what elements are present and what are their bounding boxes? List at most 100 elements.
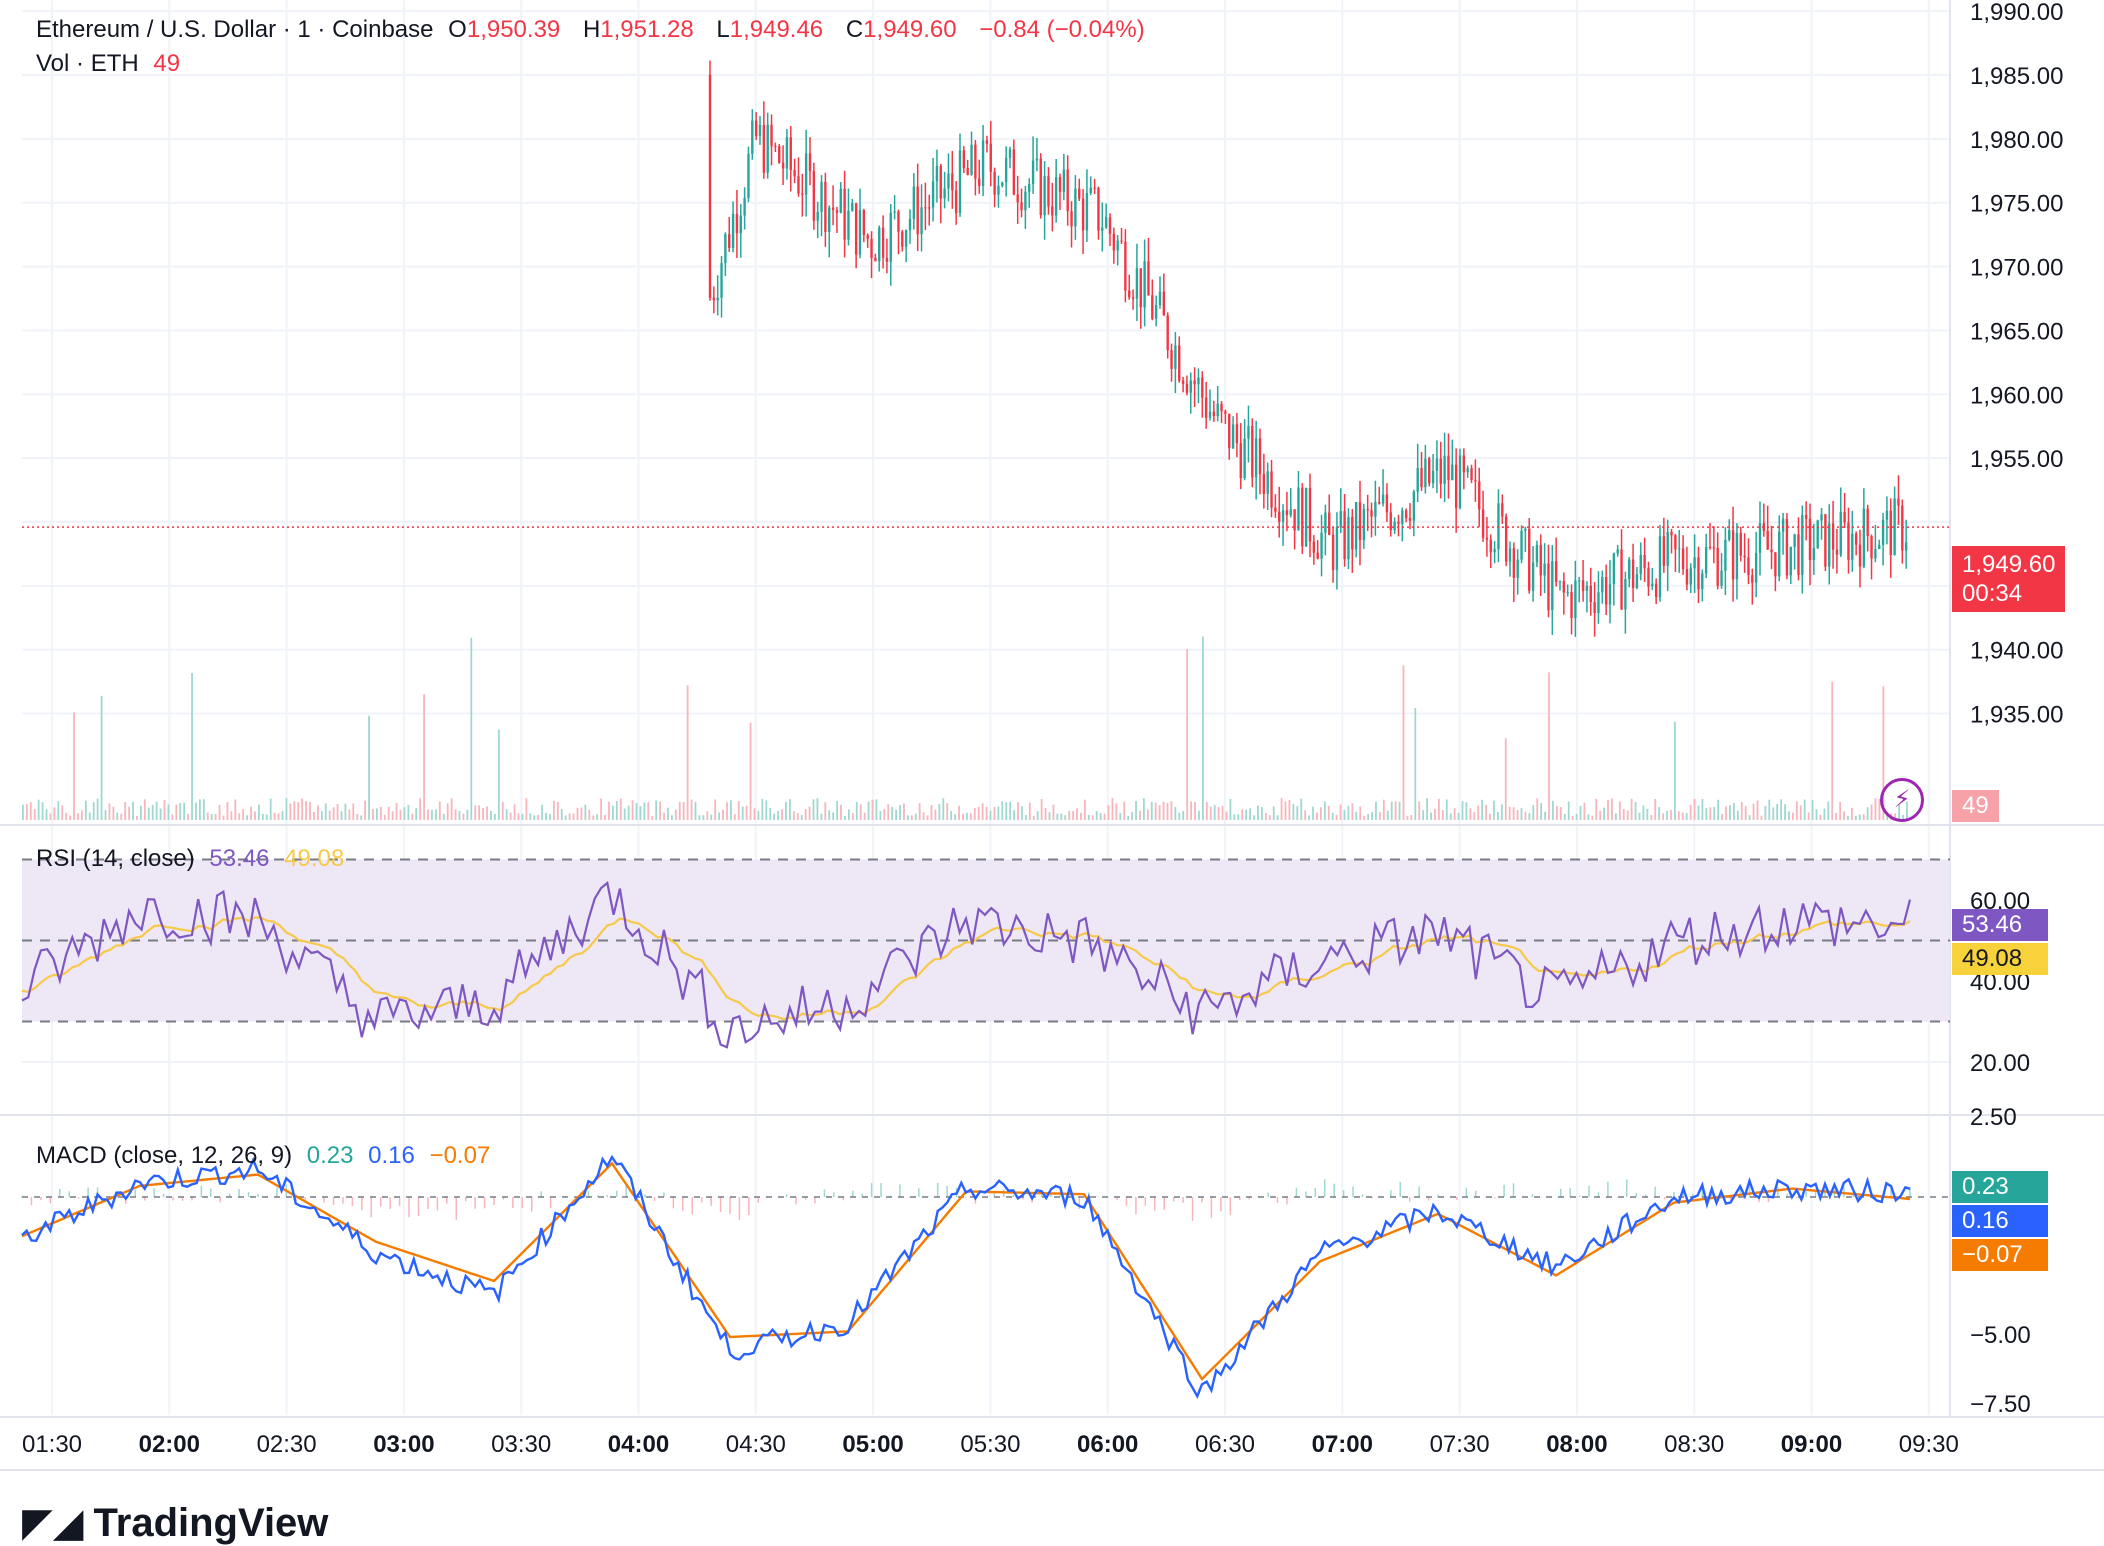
volume-bar bbox=[647, 802, 650, 820]
candle-body bbox=[1358, 502, 1362, 541]
volume-bar bbox=[615, 801, 618, 820]
candle-body bbox=[1301, 487, 1304, 547]
volume-bar bbox=[1414, 708, 1417, 820]
volume-bar bbox=[1292, 804, 1295, 820]
volume-bar bbox=[1056, 813, 1059, 820]
volume-bar bbox=[938, 803, 941, 820]
volume-bar bbox=[336, 803, 339, 820]
volume-bar bbox=[427, 809, 429, 820]
candle-body bbox=[1374, 502, 1377, 517]
candle-body bbox=[1189, 380, 1192, 393]
volume-bar bbox=[1406, 815, 1409, 820]
macd-line bbox=[21, 1154, 1911, 1399]
volume-bar bbox=[812, 799, 815, 820]
volume-bar bbox=[737, 800, 740, 820]
volume-bar bbox=[81, 810, 83, 820]
price-tick-label: 1,985.00 bbox=[1970, 63, 2063, 90]
candle-body bbox=[1601, 577, 1604, 593]
candle-body bbox=[1447, 455, 1450, 481]
candle-body bbox=[1016, 194, 1019, 203]
volume-bar bbox=[1516, 810, 1519, 820]
tradingview-logo[interactable]: ◤◢ TradingView bbox=[22, 1500, 328, 1546]
volume-bar bbox=[1603, 807, 1605, 820]
candle-body bbox=[1539, 544, 1542, 576]
volume-bar bbox=[848, 809, 850, 820]
volume-bar bbox=[1709, 807, 1712, 820]
candle-body bbox=[731, 213, 735, 248]
volume-bar bbox=[887, 804, 890, 820]
volume-bar bbox=[914, 813, 917, 820]
candle-body bbox=[1774, 552, 1777, 577]
volume-bar bbox=[218, 805, 221, 820]
volume-bar bbox=[796, 813, 799, 820]
volume-bar bbox=[391, 811, 394, 820]
volume-bar bbox=[596, 814, 599, 820]
volume-bar bbox=[1402, 665, 1405, 820]
candle-body bbox=[1781, 518, 1785, 532]
alert-icon[interactable]: ⚡ bbox=[1880, 778, 1924, 822]
volume-bar bbox=[1772, 807, 1775, 820]
volume-bar bbox=[1123, 801, 1126, 820]
volume-bar bbox=[317, 805, 319, 820]
candle-body bbox=[908, 218, 912, 231]
candle-body bbox=[1604, 577, 1608, 605]
volume-bar bbox=[844, 815, 846, 820]
volume-bar bbox=[1229, 798, 1232, 820]
candle-body bbox=[1051, 206, 1054, 216]
candle-body bbox=[1316, 552, 1319, 559]
volume-bar bbox=[1799, 805, 1802, 820]
candle-body bbox=[712, 297, 716, 301]
volume-bar bbox=[1371, 811, 1373, 820]
volume-bar bbox=[1587, 814, 1590, 820]
price-tick-label: 1,970.00 bbox=[1970, 255, 2063, 282]
volume-bars bbox=[22, 636, 1908, 820]
candle-body bbox=[1116, 240, 1119, 251]
candle-body bbox=[1208, 411, 1212, 418]
volume-bar bbox=[61, 805, 64, 820]
candle-body bbox=[1562, 581, 1566, 593]
volume-bar bbox=[726, 802, 728, 820]
volume-bar bbox=[1025, 814, 1027, 820]
volume-bar bbox=[1225, 811, 1228, 820]
candle-body bbox=[920, 207, 923, 235]
volume-bar bbox=[753, 808, 756, 820]
volume-bar bbox=[376, 808, 378, 820]
candle-body bbox=[1581, 580, 1585, 591]
candle-body bbox=[1481, 509, 1485, 538]
volume-bar bbox=[1028, 802, 1031, 820]
volume-bar bbox=[202, 799, 205, 820]
time-axis: 01:30 02:00 02:30 03:00 03:30 04:00 04:30 05:00… bbox=[22, 1431, 1959, 1458]
volume-bar bbox=[950, 810, 953, 820]
candle-body bbox=[804, 153, 808, 195]
volume-bar bbox=[1304, 810, 1307, 820]
candle-body bbox=[1439, 458, 1442, 484]
volume-bar bbox=[1611, 798, 1613, 820]
volume-bar bbox=[537, 814, 540, 820]
candle-body bbox=[1543, 563, 1546, 576]
candle-body bbox=[1697, 557, 1700, 590]
volume-bar bbox=[470, 637, 473, 820]
volume-bar bbox=[993, 807, 996, 820]
macd-tick-label: −7.50 bbox=[1970, 1391, 2031, 1418]
volume-bar bbox=[1087, 814, 1090, 820]
candle-body bbox=[808, 153, 812, 172]
volume-bar bbox=[1760, 815, 1763, 820]
volume-bar bbox=[1418, 801, 1421, 820]
volume-bar bbox=[1776, 803, 1779, 820]
volume-bar bbox=[553, 800, 555, 820]
volume-bar bbox=[1363, 815, 1366, 820]
volume-bar bbox=[1461, 801, 1464, 820]
candle-body bbox=[1812, 548, 1816, 560]
volume-bar bbox=[395, 802, 398, 820]
volume-bar bbox=[1670, 809, 1672, 820]
volume-bar bbox=[254, 811, 256, 820]
volume-bar bbox=[1186, 649, 1189, 820]
volume-bar bbox=[1827, 801, 1830, 820]
volume-bar bbox=[1615, 813, 1617, 820]
candle-body bbox=[943, 188, 946, 199]
volume-bar bbox=[1508, 806, 1511, 820]
candle-body bbox=[1701, 573, 1704, 590]
candle-body bbox=[1081, 198, 1085, 231]
volume-bar bbox=[1681, 812, 1684, 820]
